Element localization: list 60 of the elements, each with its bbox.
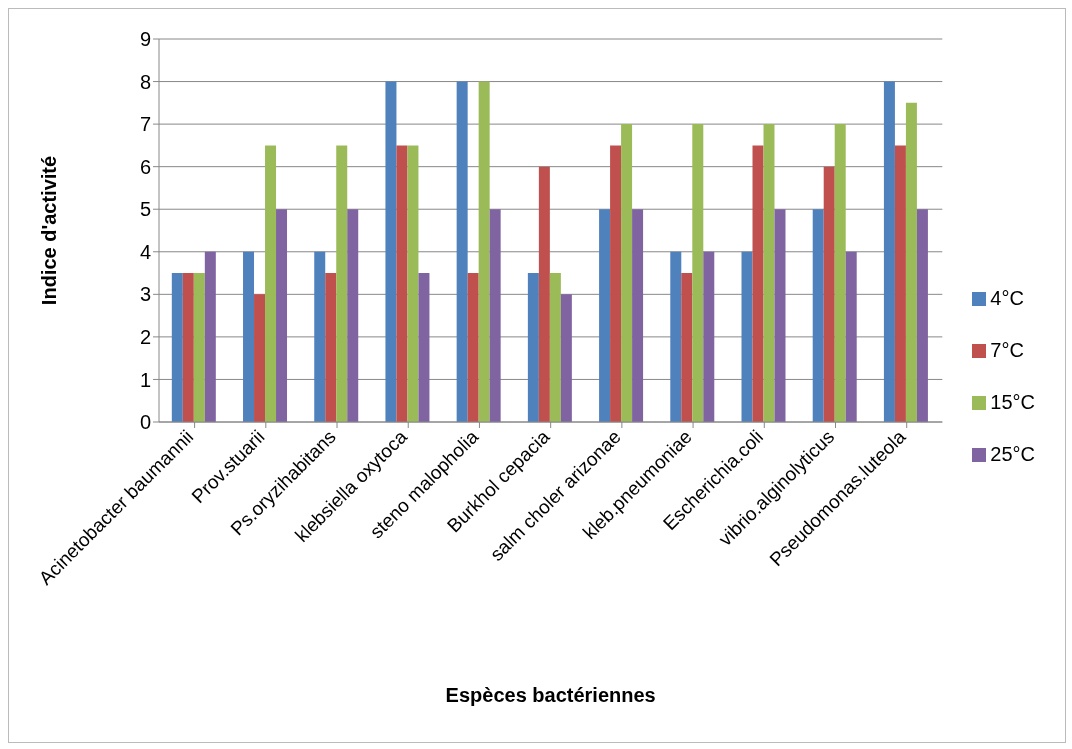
bar — [527, 273, 539, 422]
bar — [632, 209, 644, 422]
bar — [171, 273, 183, 422]
y-tick-label: 1 — [139, 368, 151, 391]
y-tick-label: 7 — [139, 113, 151, 136]
bar — [599, 209, 611, 422]
bar — [276, 209, 288, 422]
bar — [456, 81, 468, 422]
bar — [610, 145, 622, 422]
bar — [560, 294, 572, 422]
bar — [894, 145, 906, 422]
bar — [681, 273, 693, 422]
y-tick-label: 0 — [139, 411, 151, 434]
bar — [314, 251, 326, 422]
y-tick-label: 4 — [139, 240, 151, 263]
bar — [763, 124, 775, 422]
bar — [254, 294, 266, 422]
bar — [752, 145, 764, 422]
y-tick-label: 2 — [139, 325, 151, 348]
bar — [621, 124, 633, 422]
bar — [538, 166, 550, 422]
y-axis-title: Indice d'activité — [38, 155, 61, 306]
bar — [243, 251, 255, 422]
y-tick-label: 5 — [139, 198, 151, 221]
bar — [823, 166, 835, 422]
bar — [193, 273, 205, 422]
legend-label: 25°C — [990, 442, 1035, 465]
bar — [396, 145, 408, 422]
bar — [385, 81, 397, 422]
y-tick-label: 8 — [139, 70, 151, 93]
bar — [916, 209, 928, 422]
bar — [489, 209, 501, 422]
bar — [418, 273, 430, 422]
bar — [834, 124, 846, 422]
bar — [467, 273, 479, 422]
y-tick-label: 3 — [139, 283, 151, 306]
bar — [407, 145, 419, 422]
bar — [883, 81, 895, 422]
bar — [478, 81, 490, 422]
bar — [845, 251, 857, 422]
y-tick-label: 9 — [139, 28, 151, 51]
legend-label: 15°C — [990, 390, 1035, 413]
bar — [182, 273, 194, 422]
bar — [347, 209, 359, 422]
bar — [336, 145, 348, 422]
bar — [670, 251, 682, 422]
bar — [325, 273, 337, 422]
bar — [692, 124, 704, 422]
legend-label: 7°C — [990, 338, 1024, 361]
bar — [812, 209, 824, 422]
bar — [703, 251, 715, 422]
bar — [741, 251, 753, 422]
bar — [774, 209, 786, 422]
bar — [905, 102, 917, 422]
y-tick-label: 6 — [139, 155, 151, 178]
x-axis-title: Espèces bactériennes — [445, 684, 656, 706]
bar — [204, 251, 216, 422]
bar — [265, 145, 277, 422]
legend-label: 4°C — [990, 286, 1024, 309]
bar — [549, 273, 561, 422]
